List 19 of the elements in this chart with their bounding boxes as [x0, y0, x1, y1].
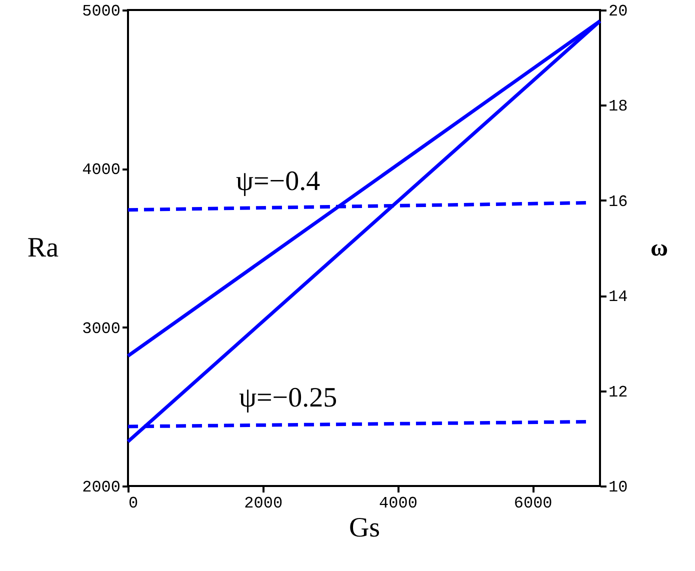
y2-tick-label: 16 [608, 192, 628, 211]
x-tick-label: 0 [128, 494, 138, 512]
y-tick-label: 5000 [82, 2, 120, 20]
x-tick-label: 2000 [244, 494, 283, 512]
y2-tick-label: 20 [608, 2, 628, 20]
y-tick-label: 2000 [82, 478, 120, 496]
x-axis-title: Gs [348, 512, 380, 544]
y-tick-label: 4000 [82, 161, 120, 180]
x-tick-label: 4000 [379, 494, 418, 512]
y2-axis-title: ω [650, 236, 668, 262]
y2-tick-label: 10 [608, 478, 628, 496]
y-tick-label: 3000 [82, 320, 120, 338]
y2-tick-label: 12 [608, 383, 628, 402]
x-tick-label: 6000 [514, 494, 552, 512]
y-axis-title: Ra [27, 232, 60, 264]
annotation: ψ=−0.4 [236, 166, 320, 197]
y2-tick-label: 18 [608, 98, 628, 116]
y2-tick-label: 14 [608, 288, 628, 306]
annotation: ψ=−0.25 [238, 382, 338, 414]
